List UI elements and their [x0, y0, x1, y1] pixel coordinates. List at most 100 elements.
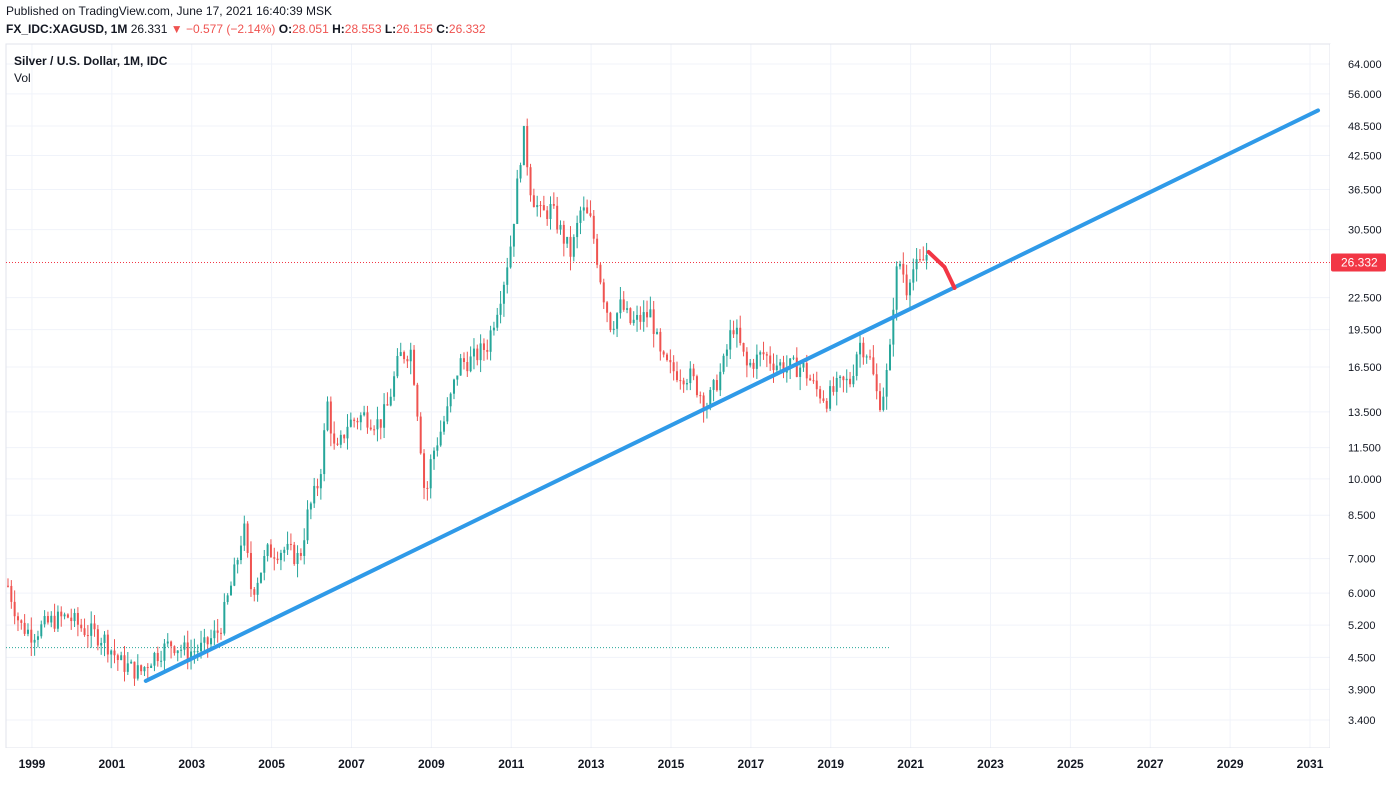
candle-body — [609, 312, 612, 331]
candle-body — [399, 352, 402, 356]
symbol-label: FX_IDC:XAGUSD, 1M — [6, 22, 128, 36]
candle-body — [522, 126, 525, 166]
volume-legend[interactable]: Vol — [14, 71, 31, 85]
candle-body — [586, 207, 589, 214]
candle-body — [299, 552, 302, 556]
candle-body — [452, 379, 455, 394]
price-projection-line[interactable] — [926, 250, 957, 290]
candle-body — [326, 401, 329, 431]
candle-body — [462, 358, 465, 362]
candle-body — [193, 651, 196, 653]
candle-body — [210, 638, 213, 645]
candle-body — [579, 210, 582, 223]
time-tick-label: 2007 — [338, 757, 365, 771]
candle-body — [642, 312, 645, 322]
candle-body — [526, 126, 529, 168]
candle-body — [353, 419, 356, 421]
candle-body — [825, 400, 828, 409]
candle-body — [692, 368, 695, 377]
candle-body — [752, 362, 755, 369]
candle-body — [559, 224, 562, 230]
candle-body — [626, 308, 629, 310]
candle-body — [323, 430, 326, 475]
candle-body — [433, 450, 436, 460]
candle-body — [253, 589, 256, 595]
candle-body — [636, 314, 639, 320]
price-tick-label: 36.500 — [1348, 185, 1382, 197]
candle-body — [892, 309, 895, 345]
candle-body — [702, 395, 705, 410]
candle-body — [682, 380, 685, 385]
candle-body — [782, 362, 785, 373]
candle-body — [256, 582, 259, 595]
candle-body — [519, 165, 522, 179]
price-axis[interactable] — [1330, 44, 1396, 748]
candle-body — [429, 459, 432, 489]
candle-body — [532, 195, 535, 208]
candle-body — [319, 474, 322, 489]
ohlc-bar: FX_IDC:XAGUSD, 1M 26.331 ▼ −0.577 (−2.14… — [6, 22, 486, 36]
time-tick-label: 2011 — [498, 757, 524, 771]
price-tick-label: 5.200 — [1348, 620, 1376, 632]
candle-body — [556, 205, 559, 230]
candle-body — [46, 616, 49, 623]
candle-body — [339, 434, 342, 445]
high-value: 28.553 — [344, 22, 382, 36]
candle-body — [576, 222, 579, 238]
time-tick-label: 2029 — [1217, 757, 1244, 771]
candle-body — [436, 445, 439, 451]
candle-body — [243, 523, 246, 546]
candle-body — [26, 629, 29, 634]
candle-body — [379, 419, 382, 428]
candle-body — [203, 637, 206, 643]
candle-body — [236, 560, 239, 565]
candle-body — [852, 375, 855, 385]
candle-body — [512, 223, 515, 247]
candle-body — [93, 623, 96, 630]
candle-body — [439, 431, 442, 446]
candle-body — [632, 319, 635, 324]
candle-body — [859, 342, 862, 355]
candle-body — [60, 611, 63, 617]
price-tick-label: 22.500 — [1348, 293, 1382, 305]
price-tick-label: 19.500 — [1348, 325, 1382, 337]
candle-body — [223, 601, 226, 634]
trendline[interactable] — [143, 108, 1321, 683]
candle-body — [376, 419, 379, 430]
candle-body — [762, 352, 765, 355]
price-tick-label: 13.500 — [1348, 407, 1382, 419]
candle-body — [566, 236, 569, 244]
price-tick-label: 8.500 — [1348, 510, 1376, 522]
candle-body — [183, 642, 186, 650]
candle-body — [6, 585, 9, 587]
time-axis[interactable] — [0, 748, 1396, 785]
series-legend-title[interactable]: Silver / U.S. Dollar, 1M, IDC — [14, 54, 168, 68]
grid-lines — [6, 44, 1330, 748]
candle-body — [489, 330, 492, 352]
candle-body — [220, 632, 223, 634]
candle-body — [456, 375, 459, 380]
last-price-label: 26.332 — [1341, 256, 1378, 270]
candle-body — [659, 331, 662, 352]
candle-body — [366, 412, 369, 428]
candle-body — [186, 642, 189, 661]
candle-body — [882, 396, 885, 410]
candle-body — [662, 351, 665, 355]
candle-body — [895, 266, 898, 310]
candle-body — [795, 357, 798, 377]
candle-body — [695, 376, 698, 396]
candle-body — [296, 552, 299, 564]
candle-body — [53, 615, 56, 629]
candle-body — [303, 540, 306, 556]
candle-body — [699, 395, 702, 397]
candle-body — [888, 344, 891, 371]
open-label: O: — [278, 22, 293, 36]
candle-body — [755, 354, 758, 369]
candle-body — [13, 601, 16, 617]
candle-body — [542, 205, 545, 211]
candle-body — [562, 224, 565, 244]
time-tick-label: 1999 — [19, 757, 46, 771]
price-tick-label: 3.400 — [1348, 715, 1376, 727]
candle-body — [646, 312, 649, 318]
